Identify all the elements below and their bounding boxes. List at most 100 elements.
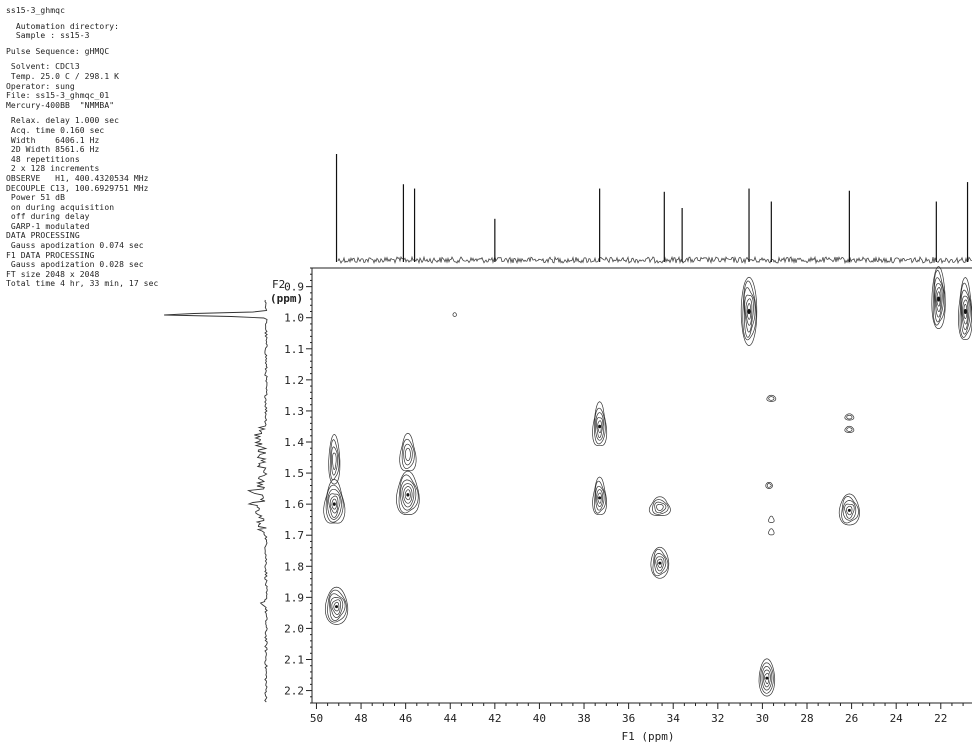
cross-peak bbox=[396, 470, 420, 515]
contour-level bbox=[844, 425, 855, 433]
contour-level bbox=[648, 496, 671, 516]
contour-level bbox=[403, 443, 413, 466]
contour-level bbox=[766, 394, 777, 402]
contour-level bbox=[597, 420, 602, 434]
x-tick-label: 32 bbox=[711, 712, 724, 725]
contour-level bbox=[963, 303, 968, 319]
cross-peak bbox=[323, 479, 346, 524]
contour-level bbox=[958, 276, 972, 340]
contour-level bbox=[324, 586, 349, 625]
y-tick-label: 1.2 bbox=[284, 374, 304, 387]
contour-level bbox=[743, 287, 756, 338]
x-tick-label: 40 bbox=[533, 712, 546, 725]
cross-peak bbox=[324, 586, 349, 625]
contour-level bbox=[328, 493, 341, 518]
contour-core bbox=[847, 508, 851, 512]
contour-level bbox=[758, 658, 776, 697]
contour-level bbox=[654, 553, 667, 574]
y-axis-label-f2: F2 bbox=[272, 278, 285, 291]
cross-peak bbox=[650, 546, 670, 579]
x-tick-label: 48 bbox=[354, 712, 367, 725]
contour-level bbox=[594, 407, 606, 445]
y-tick-label: 2.1 bbox=[284, 654, 304, 667]
cross-peak bbox=[452, 312, 457, 317]
contour-level bbox=[332, 452, 337, 471]
contour-level bbox=[764, 672, 770, 685]
param-line: DATA PROCESSING bbox=[6, 231, 80, 241]
x-tick-label: 38 bbox=[577, 712, 590, 725]
top-projection-baseline bbox=[337, 255, 972, 265]
y-tick-label: 2.0 bbox=[284, 622, 304, 635]
cross-peak bbox=[766, 394, 777, 402]
param-line: Gauss apodization 0.074 sec bbox=[6, 241, 144, 251]
contour-level bbox=[656, 558, 663, 569]
cross-peak bbox=[648, 496, 671, 516]
contour-level bbox=[329, 439, 340, 481]
contour-level bbox=[936, 291, 941, 307]
x-tick-label: 34 bbox=[667, 712, 681, 725]
y-tick-label: 1.4 bbox=[284, 436, 304, 449]
contour-level bbox=[760, 662, 774, 694]
param-line: DECOUPLE C13, 100.6929751 MHz bbox=[6, 183, 149, 193]
contour-level bbox=[655, 556, 665, 572]
param-line: Pulse Sequence: gHMQC bbox=[6, 46, 110, 56]
contour-level bbox=[745, 298, 753, 326]
contour-level bbox=[742, 280, 757, 341]
y-tick-label: 2.2 bbox=[284, 685, 304, 698]
cross-peak bbox=[931, 266, 946, 329]
x-axis: 50 48 46 44 42 40 38 36 34 32 30 28 26 24 22 bbox=[310, 703, 964, 725]
contour-level bbox=[740, 276, 758, 346]
contour-level bbox=[960, 289, 971, 335]
contour-level bbox=[652, 548, 669, 577]
y-tick-label: 1.7 bbox=[284, 529, 304, 542]
x-axis-label: F1 (ppm) bbox=[622, 730, 675, 743]
x-tick-label: 36 bbox=[622, 712, 635, 725]
param-line: GARP-1 modulated bbox=[6, 221, 90, 231]
contour-level bbox=[846, 414, 853, 420]
contour-level bbox=[396, 470, 420, 515]
contour-level bbox=[933, 277, 944, 323]
param-line: 48 repetitions bbox=[6, 154, 80, 164]
contour-core bbox=[332, 502, 336, 506]
x-tick-label: 24 bbox=[890, 712, 904, 725]
contour-level bbox=[327, 488, 342, 520]
contour-level bbox=[838, 493, 860, 526]
contour-level bbox=[842, 500, 857, 521]
contour-level bbox=[399, 432, 417, 472]
cross-peak bbox=[768, 528, 775, 536]
param-line: Automation directory: bbox=[6, 21, 120, 31]
contour-level bbox=[846, 505, 853, 516]
plot-frame bbox=[311, 267, 972, 704]
param-line: Acq. time 0.160 sec bbox=[6, 125, 105, 135]
param-line: Power 51 dB bbox=[6, 193, 65, 203]
cross-peak bbox=[758, 658, 776, 697]
param-line: File: ss15-3_ghmqc_01 bbox=[6, 91, 110, 101]
y-axis: 0.9 1.0 1.1 1.2 1.3 1.4 1.5 1.6 1.7 1.8 1.9 2.0 2.1 2… bbox=[284, 267, 312, 704]
contour-level bbox=[327, 589, 347, 623]
cross-peak bbox=[399, 432, 417, 472]
contour-peaks bbox=[323, 266, 972, 697]
left-projection-spectrum bbox=[164, 299, 268, 703]
cross-peak bbox=[768, 515, 775, 523]
contour-level bbox=[333, 601, 340, 612]
x-tick-label: 30 bbox=[756, 712, 769, 725]
param-line: on during acquisition bbox=[6, 202, 115, 212]
cross-peak bbox=[328, 433, 341, 485]
contour-level bbox=[331, 599, 341, 615]
contour-level bbox=[761, 665, 773, 691]
contour-level bbox=[935, 287, 942, 313]
contour-level bbox=[932, 269, 946, 326]
parameter-list: Automation directory: Sample : ss15-3 Pul… bbox=[6, 16, 256, 289]
acquisition-parameters: ss15-3_ghmqc Automation directory: Sampl… bbox=[6, 6, 256, 289]
y-tick-label: 1.9 bbox=[284, 591, 304, 604]
contour-level bbox=[841, 496, 859, 524]
y-tick-label: 1.0 bbox=[284, 312, 304, 325]
x-tick-label: 26 bbox=[845, 712, 858, 725]
param-line: Relax. delay 1.000 sec bbox=[6, 116, 120, 126]
contour-level bbox=[596, 417, 604, 439]
contour-core bbox=[658, 561, 662, 565]
contour-core bbox=[937, 296, 941, 302]
contour-level bbox=[744, 294, 754, 333]
param-line: OBSERVE H1, 400.4320534 MHz bbox=[6, 173, 149, 183]
contour-core bbox=[406, 493, 410, 497]
